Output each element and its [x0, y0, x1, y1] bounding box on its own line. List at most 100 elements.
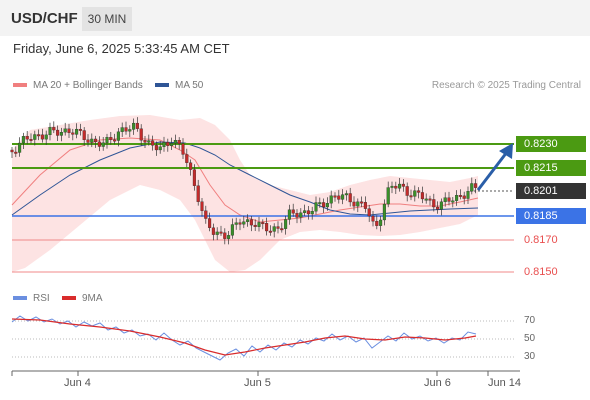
candle-body [310, 211, 314, 215]
candle-body [113, 139, 117, 142]
candle-body [417, 190, 421, 193]
support-3-tag: 0.8150 [524, 266, 558, 278]
candle-body [242, 221, 246, 225]
support-2-tag: 0.8170 [524, 234, 558, 246]
candle-body [151, 140, 155, 146]
candle-body [257, 222, 261, 227]
candle-body [238, 222, 242, 225]
x-label-jun4: Jun 4 [64, 377, 91, 389]
candle-body [139, 128, 143, 141]
candle-body [227, 235, 231, 239]
support-1-tag: 0.8185 [516, 208, 586, 224]
candle-body [135, 122, 139, 129]
candle-body [303, 210, 307, 213]
candle-body [177, 140, 181, 144]
candle-body [462, 195, 466, 199]
bollinger-band [12, 115, 478, 272]
candle-body [280, 228, 284, 231]
legend-ma20: MA 20 + Bollinger Bands [13, 80, 143, 91]
candle-body [189, 162, 193, 170]
candle-body [230, 224, 234, 236]
candle-body [86, 139, 90, 143]
rsi-line [11, 315, 477, 361]
candle-body [67, 128, 71, 133]
candle-body [363, 202, 367, 209]
candle-body [261, 222, 265, 225]
candle-body [253, 224, 257, 227]
candle-body [158, 146, 162, 151]
candle-body [405, 186, 409, 196]
candle-body [75, 128, 79, 135]
candle-body [352, 201, 356, 207]
candle-body [128, 129, 132, 132]
timeframe-button[interactable]: 30 MIN [82, 7, 132, 31]
resistance-1-tag: 0.8215 [516, 160, 586, 176]
candle-body [204, 210, 208, 219]
candle-body [44, 134, 48, 140]
candle-body [329, 195, 333, 204]
candle-body [18, 142, 22, 153]
x-label-jun5: Jun 5 [244, 377, 271, 389]
candle-body [105, 137, 109, 143]
candle-body [322, 202, 326, 208]
rsi-tick-50: 50 [524, 333, 536, 344]
candle-body [470, 183, 474, 192]
legend-ma50-label: MA 50 [175, 80, 204, 91]
candle-body [458, 195, 462, 197]
candle-body [451, 200, 455, 203]
candle-body [341, 194, 345, 200]
candle-body [90, 138, 94, 143]
candle-body [25, 136, 29, 140]
candle-body [196, 185, 200, 202]
candle-body [56, 129, 60, 136]
candle-body [173, 140, 177, 144]
forecast-arrow-line [476, 151, 509, 191]
candle-body [29, 139, 33, 141]
candle-body [78, 128, 82, 131]
candle-body [101, 142, 105, 147]
candle-body [436, 206, 440, 210]
candle-body [284, 219, 288, 229]
rsi-legend: RSI [13, 293, 50, 304]
candle-body [166, 142, 170, 146]
candle-body [200, 201, 204, 211]
candle-body [291, 209, 295, 214]
candle-body [432, 199, 436, 208]
candle-body [109, 137, 113, 140]
chart-datetime: Friday, June 6, 2025 5:33:45 AM CET [13, 41, 230, 56]
candle-body [439, 201, 443, 210]
ma50-line [11, 141, 479, 216]
candle-body [120, 127, 124, 132]
candle-body [428, 198, 432, 201]
candle-body [420, 192, 424, 200]
current-price-tag: 0.8201 [516, 183, 586, 199]
candle-body [223, 232, 227, 239]
candle-body [33, 134, 37, 140]
candlesticks [10, 117, 478, 245]
candle-body [116, 131, 120, 141]
candle-body [466, 191, 470, 199]
candle-body [424, 198, 428, 201]
candle-body [287, 209, 291, 220]
candle-body [348, 193, 352, 203]
research-credit: Research © 2025 Trading Central [431, 80, 581, 91]
candle-body [356, 201, 360, 207]
forecast-arrow-head [499, 143, 513, 159]
rsi-ma-legend-label: 9MA [82, 293, 103, 304]
candle-body [181, 143, 185, 155]
candle-body [375, 221, 379, 226]
rsi-legend-label: RSI [33, 293, 50, 304]
candle-body [318, 202, 322, 205]
candle-body [219, 231, 223, 234]
candle-body [147, 140, 151, 143]
candle-body [265, 223, 269, 232]
candle-body [382, 203, 386, 221]
ma20-swatch [13, 83, 27, 88]
candle-body [52, 127, 56, 131]
candle-body [299, 212, 303, 218]
candle-body [162, 142, 166, 147]
resistance-2-tag: 0.8230 [516, 136, 586, 152]
candle-body [333, 195, 337, 198]
candle-body [455, 195, 459, 201]
